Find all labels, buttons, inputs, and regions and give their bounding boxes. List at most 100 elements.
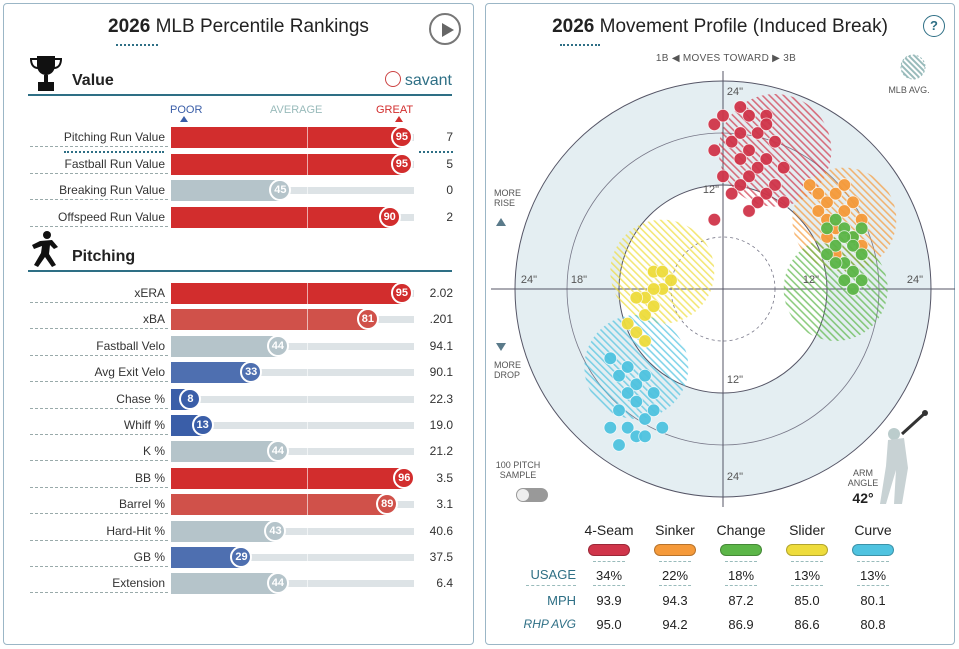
- pitch-point: [802, 178, 817, 192]
- metric-leader: [30, 513, 168, 515]
- baseball-icon: [384, 71, 401, 87]
- pitch-point: [655, 420, 670, 435]
- movement-profile-panel: 2026 Movement Profile (Induced Break) ? …: [485, 3, 955, 645]
- percentile-title: 2026 MLB Percentile Rankings: [108, 16, 369, 37]
- pitch-type-swatch[interactable]: [852, 544, 894, 556]
- rhp-avg-value: 95.0: [596, 617, 622, 632]
- average-line: [306, 573, 308, 595]
- average-line: [306, 362, 308, 384]
- row-divider: [791, 585, 823, 586]
- play-button[interactable]: [429, 13, 461, 45]
- percentile-track: [171, 554, 414, 561]
- metric-label: xERA: [134, 286, 165, 300]
- great-marker: [395, 116, 403, 122]
- pitch-point: [646, 299, 661, 314]
- average-line: [306, 494, 308, 516]
- metric-label: Breaking Run Value: [59, 183, 165, 197]
- percentile-track: [171, 342, 414, 350]
- percentile-badge: 95: [390, 152, 413, 175]
- percentile-track: [171, 187, 414, 194]
- row-divider: [526, 585, 576, 586]
- metric-value: 37.5: [429, 550, 453, 564]
- pitch-point: [629, 377, 644, 392]
- percentile-bar: [171, 180, 281, 201]
- sample-toggle[interactable]: [516, 488, 548, 502]
- pitch-type-swatch[interactable]: [786, 544, 828, 556]
- pitch-point: [620, 360, 635, 374]
- pitch-point: [620, 386, 635, 400]
- pitch-point: [828, 186, 843, 201]
- metric-value: 19.0: [429, 418, 453, 432]
- pitch-point: [828, 256, 843, 270]
- pitch-point: [837, 178, 852, 192]
- pitch-point: [742, 204, 756, 218]
- pitch-point: [828, 212, 843, 227]
- year-underline: [116, 44, 158, 46]
- pitch-point: [646, 282, 661, 296]
- average-line: [306, 415, 308, 436]
- metric-value: 40.6: [429, 523, 453, 538]
- mlb-average-cloud: [584, 315, 689, 419]
- pitch-type-name: Curve: [854, 522, 892, 538]
- pitch-point: [759, 186, 774, 201]
- help-button[interactable]: ?: [923, 15, 945, 37]
- metric-leader: [30, 328, 168, 330]
- metric-leader: [30, 146, 168, 147]
- percentile-bar: [171, 309, 368, 331]
- metric-label: Whiff %: [123, 418, 165, 432]
- pitch-point: [854, 221, 869, 236]
- arm-angle-figure: [880, 410, 928, 504]
- pitch-point: [811, 204, 826, 218]
- percentile-bar: [171, 547, 242, 568]
- pitch-point: [811, 186, 826, 201]
- pitch-point: [837, 204, 852, 218]
- pitch-point: [707, 212, 722, 227]
- pitch-type-swatch[interactable]: [720, 544, 762, 556]
- savant-logo[interactable]: savant: [384, 71, 452, 90]
- percentile-badge: 44: [266, 572, 289, 595]
- pitch-point: [846, 238, 860, 253]
- metric-value: 5: [446, 156, 453, 171]
- percentile-badge: 89: [376, 493, 399, 516]
- row-divider: [659, 585, 691, 586]
- metric-leader: [30, 225, 168, 227]
- scale-great-label: GREAT: [376, 104, 414, 116]
- pitch-point: [759, 152, 774, 166]
- pitch-point: [612, 403, 626, 418]
- moves-toward-label: 1B ◀ MOVES TOWARD ▶ 3B: [655, 53, 797, 64]
- pitch-type-swatch[interactable]: [588, 544, 630, 556]
- pitch-type-swatch[interactable]: [654, 544, 696, 556]
- ring-label-right-12: 12": [803, 274, 819, 286]
- pitcher-icon: [32, 231, 58, 267]
- pitch-point: [768, 134, 782, 149]
- movement-plot: 24" 24" 24" 24" 12" 12" 12" 18": [491, 71, 955, 507]
- metric-label: Barrel %: [118, 497, 165, 512]
- average-line: [306, 520, 308, 542]
- pitch-type-name: Change: [716, 522, 766, 538]
- year-underline: [560, 44, 600, 46]
- ring-label-bottom-24: 24": [727, 471, 743, 483]
- usage-value: 18%: [727, 568, 755, 583]
- pitch-point: [620, 316, 635, 331]
- arm-angle-label: ARM ANGLE: [847, 468, 879, 488]
- pitch-point: [733, 100, 748, 114]
- percentile-bar: [171, 283, 402, 304]
- percentile-track: [171, 369, 414, 377]
- poor-marker: [180, 116, 188, 122]
- pitching-section-title: Pitching: [72, 248, 136, 265]
- pitch-point: [768, 178, 782, 192]
- ring-label-left-18: 18": [571, 274, 587, 286]
- pitch-point: [724, 134, 739, 149]
- metric-value: 90.1: [429, 365, 453, 380]
- pitch-point: [629, 325, 644, 340]
- pitch-point: [707, 143, 722, 158]
- pitch-point: [820, 221, 834, 236]
- pitch-point: [854, 273, 869, 288]
- ring-label-top-12: 12": [703, 184, 719, 196]
- metric-label: Offspeed Run Value: [58, 209, 165, 224]
- metric-label: Pitching Run Value: [63, 130, 165, 144]
- value-section-title: Value: [72, 72, 114, 89]
- pitch-point: [733, 152, 748, 166]
- average-line: [306, 335, 308, 357]
- average-line: [306, 309, 308, 331]
